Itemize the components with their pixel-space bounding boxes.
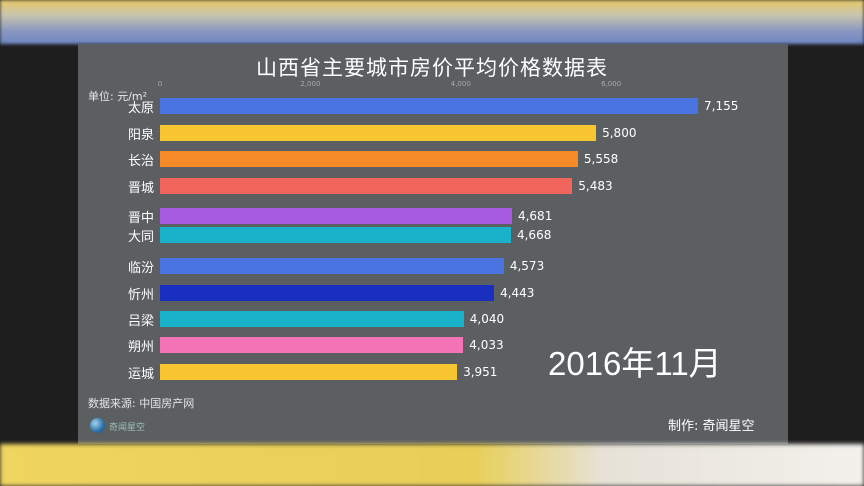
category-label: 长治 xyxy=(127,154,154,169)
bar xyxy=(160,258,504,274)
value-label: 4,033 xyxy=(469,338,504,352)
date-label: 2016年11月 xyxy=(548,345,722,382)
value-label: 4,668 xyxy=(516,228,552,242)
logo-text: 奇闻星空 xyxy=(109,423,146,433)
x-tick-label: 6,000 xyxy=(601,80,622,88)
bar xyxy=(160,208,512,224)
x-tick-label: 4,000 xyxy=(450,80,471,88)
bottom-blur-band xyxy=(0,444,864,486)
value-label: 4,573 xyxy=(509,259,545,273)
category-label: 太原 xyxy=(127,101,154,116)
value-label: 4,443 xyxy=(500,286,535,300)
category-label: 大同 xyxy=(127,230,154,245)
category-label: 晋中 xyxy=(127,211,154,226)
value-label: 4,040 xyxy=(469,312,505,326)
top-blur-band xyxy=(0,0,864,44)
bar xyxy=(160,178,573,194)
bar xyxy=(160,125,597,141)
bar xyxy=(160,98,698,114)
bar xyxy=(160,364,458,380)
bar xyxy=(160,151,578,167)
category-label: 朔州 xyxy=(127,340,154,355)
category-label: 忻州 xyxy=(127,288,154,303)
value-label: 5,558 xyxy=(583,152,619,166)
value-label: 7,155 xyxy=(704,99,739,113)
bar xyxy=(160,227,511,243)
value-label: 3,951 xyxy=(463,365,498,379)
category-label: 晋城 xyxy=(127,181,154,196)
x-tick-label: 2,000 xyxy=(300,80,321,88)
unit-label: 单位: 元/m² xyxy=(88,90,148,103)
value-label: 5,800 xyxy=(602,126,637,140)
bar xyxy=(160,311,464,327)
channel-logo: 奇闻星空 xyxy=(90,418,152,434)
data-source: 数据来源: 中国房产网 xyxy=(88,397,195,410)
bar xyxy=(160,337,464,353)
category-label: 运城 xyxy=(127,367,154,382)
bar xyxy=(160,285,495,301)
category-label: 阳泉 xyxy=(127,128,154,143)
x-tick-label: 0 xyxy=(157,80,163,88)
globe-icon xyxy=(90,418,105,433)
value-label: 4,681 xyxy=(517,209,553,223)
category-label: 临汾 xyxy=(127,261,154,276)
credit-label: 制作: 奇闻星空 xyxy=(668,419,755,434)
chart-title: 山西省主要城市房价平均价格数据表 xyxy=(256,56,608,80)
value-label: 5,483 xyxy=(578,179,613,193)
category-label: 吕梁 xyxy=(127,314,154,329)
